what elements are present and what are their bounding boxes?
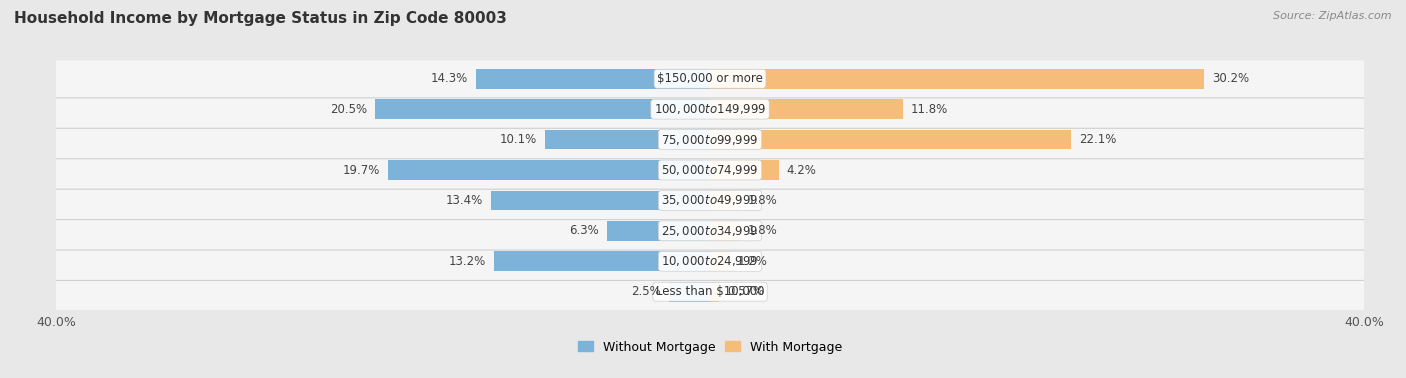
Text: $75,000 to $99,999: $75,000 to $99,999 bbox=[661, 133, 759, 147]
Text: 30.2%: 30.2% bbox=[1212, 72, 1249, 85]
Text: 4.2%: 4.2% bbox=[787, 164, 817, 177]
FancyBboxPatch shape bbox=[45, 60, 1375, 98]
FancyBboxPatch shape bbox=[45, 181, 1375, 220]
Bar bbox=[388, 160, 710, 180]
Text: 0.57%: 0.57% bbox=[727, 285, 765, 298]
Text: Household Income by Mortgage Status in Zip Code 80003: Household Income by Mortgage Status in Z… bbox=[14, 11, 508, 26]
Bar bbox=[710, 160, 779, 180]
Bar bbox=[375, 99, 710, 119]
Text: 13.4%: 13.4% bbox=[446, 194, 482, 207]
Text: 20.5%: 20.5% bbox=[329, 103, 367, 116]
Bar bbox=[477, 69, 710, 88]
Text: $35,000 to $49,999: $35,000 to $49,999 bbox=[661, 194, 759, 208]
Bar bbox=[710, 191, 740, 210]
Text: 22.1%: 22.1% bbox=[1080, 133, 1116, 146]
Text: 10.1%: 10.1% bbox=[499, 133, 537, 146]
Bar bbox=[710, 99, 903, 119]
Bar bbox=[710, 251, 730, 271]
Text: 1.8%: 1.8% bbox=[748, 225, 778, 237]
Text: $150,000 or more: $150,000 or more bbox=[657, 72, 763, 85]
Text: $25,000 to $34,999: $25,000 to $34,999 bbox=[661, 224, 759, 238]
Text: Less than $10,000: Less than $10,000 bbox=[655, 285, 765, 298]
Text: 13.2%: 13.2% bbox=[449, 255, 486, 268]
Bar bbox=[710, 221, 740, 241]
Text: $50,000 to $74,999: $50,000 to $74,999 bbox=[661, 163, 759, 177]
Text: 19.7%: 19.7% bbox=[343, 164, 380, 177]
Bar bbox=[546, 130, 710, 149]
Text: 1.8%: 1.8% bbox=[748, 194, 778, 207]
Text: 14.3%: 14.3% bbox=[430, 72, 468, 85]
Bar bbox=[710, 130, 1071, 149]
Legend: Without Mortgage, With Mortgage: Without Mortgage, With Mortgage bbox=[572, 336, 848, 359]
Text: 6.3%: 6.3% bbox=[569, 225, 599, 237]
Bar bbox=[495, 251, 710, 271]
FancyBboxPatch shape bbox=[45, 212, 1375, 250]
Text: $10,000 to $24,999: $10,000 to $24,999 bbox=[661, 254, 759, 268]
FancyBboxPatch shape bbox=[45, 273, 1375, 311]
Bar bbox=[669, 282, 710, 302]
FancyBboxPatch shape bbox=[45, 121, 1375, 159]
Text: $100,000 to $149,999: $100,000 to $149,999 bbox=[654, 102, 766, 116]
Bar bbox=[491, 191, 710, 210]
FancyBboxPatch shape bbox=[45, 242, 1375, 280]
Bar bbox=[710, 69, 1204, 88]
Text: 1.2%: 1.2% bbox=[738, 255, 768, 268]
FancyBboxPatch shape bbox=[45, 151, 1375, 189]
FancyBboxPatch shape bbox=[45, 90, 1375, 128]
Text: 2.5%: 2.5% bbox=[631, 285, 661, 298]
Bar bbox=[710, 282, 720, 302]
Text: Source: ZipAtlas.com: Source: ZipAtlas.com bbox=[1274, 11, 1392, 21]
Bar bbox=[607, 221, 710, 241]
Text: 11.8%: 11.8% bbox=[911, 103, 948, 116]
